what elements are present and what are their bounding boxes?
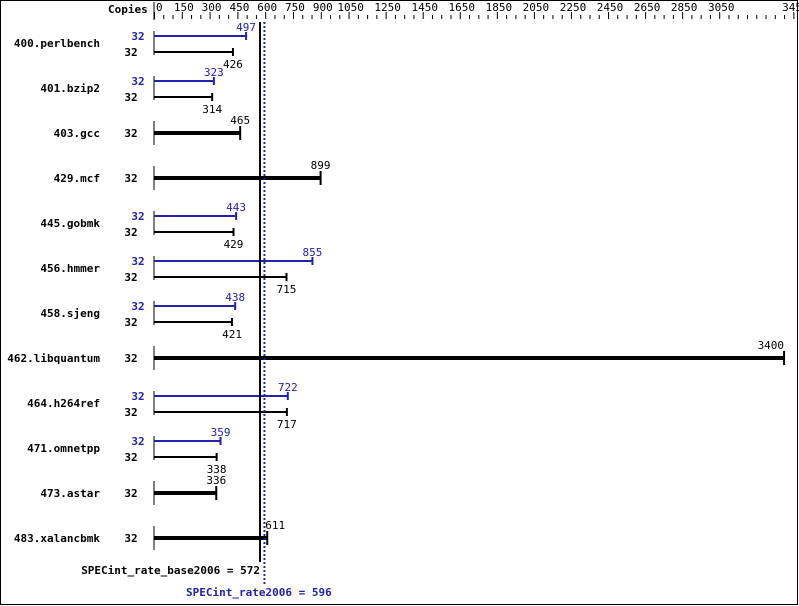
peak-value: 722 bbox=[278, 381, 298, 394]
tick-label: 300 bbox=[202, 1, 222, 14]
tick-label: 600 bbox=[257, 1, 277, 14]
tick-label: 900 bbox=[313, 1, 333, 14]
tick-label: 2050 bbox=[523, 1, 550, 14]
tick-label: 1850 bbox=[486, 1, 513, 14]
base-copies: 32 bbox=[124, 352, 137, 365]
base-value: 429 bbox=[224, 238, 244, 251]
axis-title: Copies bbox=[108, 3, 148, 16]
peak-copies: 32 bbox=[131, 390, 144, 403]
base-copies: 32 bbox=[124, 451, 137, 464]
peak-copies: 32 bbox=[131, 30, 144, 43]
tick-label: 0 bbox=[156, 1, 163, 14]
base-value: 426 bbox=[223, 58, 243, 71]
benchmark-label: 403.gcc bbox=[54, 127, 100, 140]
base-copies: 32 bbox=[124, 172, 137, 185]
benchmark-label: 401.bzip2 bbox=[40, 82, 100, 95]
tick-label: 2250 bbox=[560, 1, 587, 14]
peak-value: 443 bbox=[226, 201, 246, 214]
tick-label: 2650 bbox=[634, 1, 661, 14]
tick-label: 1450 bbox=[411, 1, 438, 14]
base-value: 338 bbox=[207, 463, 227, 476]
benchmark-label: 471.omnetpp bbox=[27, 442, 100, 455]
base-copies: 32 bbox=[124, 127, 137, 140]
base-value: 899 bbox=[311, 159, 331, 172]
benchmark-label: 462.libquantum bbox=[7, 352, 100, 365]
base-value: 717 bbox=[277, 418, 297, 431]
peak-value: 497 bbox=[236, 21, 256, 34]
tick-label: 750 bbox=[285, 1, 305, 14]
base-copies: 32 bbox=[124, 406, 137, 419]
benchmark-label: 458.sjeng bbox=[40, 307, 100, 320]
base-value: 465 bbox=[230, 114, 250, 127]
peak-copies: 32 bbox=[131, 435, 144, 448]
benchmark-label: 400.perlbench bbox=[14, 37, 100, 50]
base-value: 314 bbox=[202, 103, 222, 116]
benchmark-label: 445.gobmk bbox=[40, 217, 100, 230]
base-value: 715 bbox=[277, 283, 297, 296]
peak-copies: 32 bbox=[131, 300, 144, 313]
benchmark-label: 473.astar bbox=[40, 487, 100, 500]
benchmark-label: 429.mcf bbox=[54, 172, 100, 185]
benchmark-label: 483.xalancbmk bbox=[14, 532, 100, 545]
peak-value: 323 bbox=[204, 66, 224, 79]
base-copies: 32 bbox=[124, 226, 137, 239]
tick-label: 3050 bbox=[708, 1, 735, 14]
tick-label: 150 bbox=[174, 1, 194, 14]
base-copies: 32 bbox=[124, 487, 137, 500]
base-copies: 32 bbox=[124, 532, 137, 545]
peak-copies: 32 bbox=[131, 255, 144, 268]
base-summary-label: SPECint_rate_base2006 = 572 bbox=[81, 564, 260, 577]
benchmark-label: 464.h264ref bbox=[27, 397, 100, 410]
peak-value: 359 bbox=[211, 426, 231, 439]
base-copies: 32 bbox=[124, 271, 137, 284]
peak-copies: 32 bbox=[131, 210, 144, 223]
peak-summary-label: SPECint_rate2006 = 596 bbox=[186, 586, 332, 599]
tick-label: 450 bbox=[229, 1, 249, 14]
base-value: 3400 bbox=[758, 339, 785, 352]
base-value: 336 bbox=[206, 474, 226, 487]
peak-value: 438 bbox=[225, 291, 245, 304]
base-copies: 32 bbox=[124, 316, 137, 329]
tick-label: 2450 bbox=[597, 1, 624, 14]
base-copies: 32 bbox=[124, 91, 137, 104]
tick-label: 1250 bbox=[374, 1, 401, 14]
peak-value: 855 bbox=[303, 246, 323, 259]
tick-label: 2850 bbox=[671, 1, 698, 14]
peak-copies: 32 bbox=[131, 75, 144, 88]
base-value: 611 bbox=[265, 519, 285, 532]
tick-label: 1050 bbox=[337, 1, 364, 14]
tick-label: 3450 bbox=[782, 1, 799, 14]
base-copies: 32 bbox=[124, 46, 137, 59]
benchmark-label: 456.hmmer bbox=[40, 262, 100, 275]
tick-label: 1650 bbox=[449, 1, 476, 14]
base-value: 421 bbox=[222, 328, 242, 341]
